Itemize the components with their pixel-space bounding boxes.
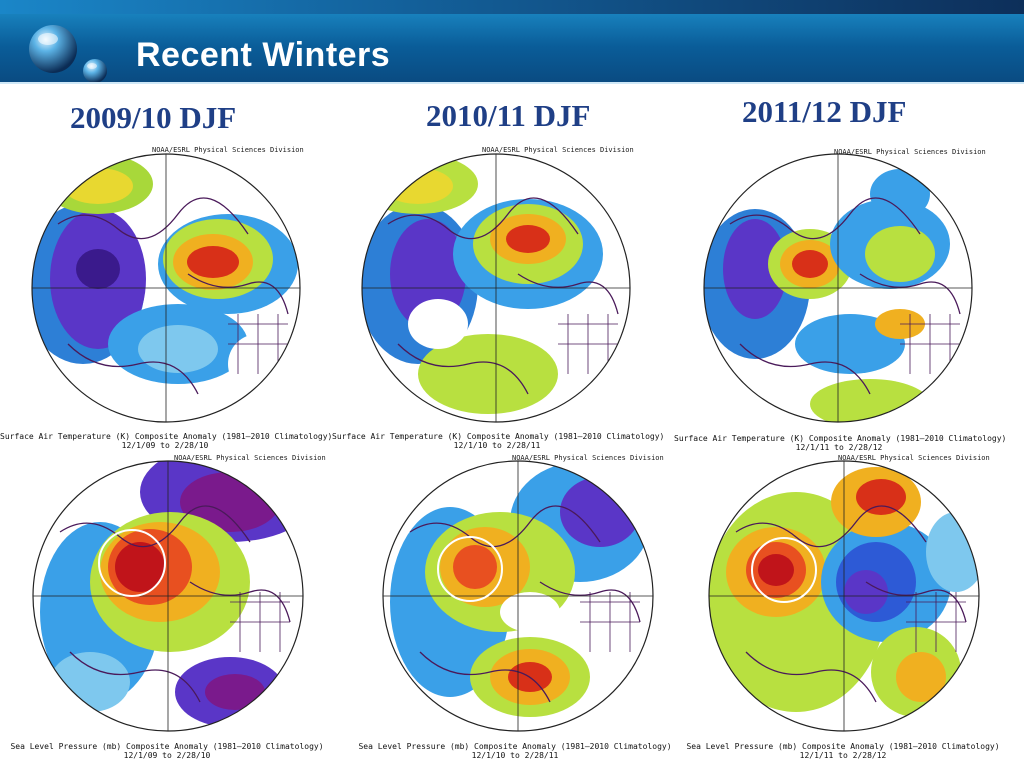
temperature-caption-2009-10: Surface Air Temperature (K) Composite An… [0, 432, 333, 450]
credit-label: NOAA/ESRL Physical Sciences Division [174, 454, 326, 462]
pressure-caption-2011-12: Sea Level Pressure (mb) Composite Anomal… [686, 742, 1000, 760]
header-top-strip [0, 0, 1024, 14]
credit-label: NOAA/ESRL Physical Sciences Division [482, 146, 634, 154]
temperature-map-2011-12: NOAA/ESRL Physical Sciences Division [700, 144, 986, 426]
temperature-map-2009-10: NOAA/ESRL Physical Sciences Division [28, 144, 304, 426]
polar-map-graphic [32, 460, 304, 732]
temperature-caption-2011-12: Surface Air Temperature (K) Composite An… [674, 434, 1007, 452]
pressure-map-2009-10: NOAA/ESRL Physical Sciences Division [30, 452, 326, 736]
globe-orb-icon [29, 25, 77, 73]
header-divider [0, 82, 1024, 84]
pressure-map-2010-11: NOAA/ESRL Physical Sciences Division [380, 452, 664, 736]
small-orb-icon [83, 59, 107, 83]
temperature-map-2010-11: NOAA/ESRL Physical Sciences Division [358, 144, 634, 426]
credit-label: NOAA/ESRL Physical Sciences Division [834, 148, 986, 156]
column-title-2010-11: 2010/11 DJF [426, 98, 591, 133]
polar-map-graphic [31, 153, 301, 423]
polar-map-graphic [382, 460, 654, 732]
column-title-2009-10: 2009/10 DJF [70, 100, 237, 135]
polar-map-graphic [361, 153, 631, 423]
pressure-map-2011-12: NOAA/ESRL Physical Sciences Division [706, 452, 990, 736]
pressure-caption-2009-10: Sea Level Pressure (mb) Composite Anomal… [10, 742, 324, 760]
polar-map-graphic [708, 460, 980, 732]
slide-title: Recent Winters [136, 36, 391, 74]
credit-label: NOAA/ESRL Physical Sciences Division [152, 146, 304, 154]
pressure-caption-2010-11: Sea Level Pressure (mb) Composite Anomal… [358, 742, 672, 760]
temperature-caption-2010-11: Surface Air Temperature (K) Composite An… [332, 432, 665, 450]
column-title-2011-12: 2011/12 DJF [742, 94, 907, 129]
polar-map-graphic [703, 153, 973, 423]
slide-header: Recent Winters [0, 0, 1024, 84]
credit-label: NOAA/ESRL Physical Sciences Division [838, 454, 990, 462]
credit-label: NOAA/ESRL Physical Sciences Division [512, 454, 664, 462]
